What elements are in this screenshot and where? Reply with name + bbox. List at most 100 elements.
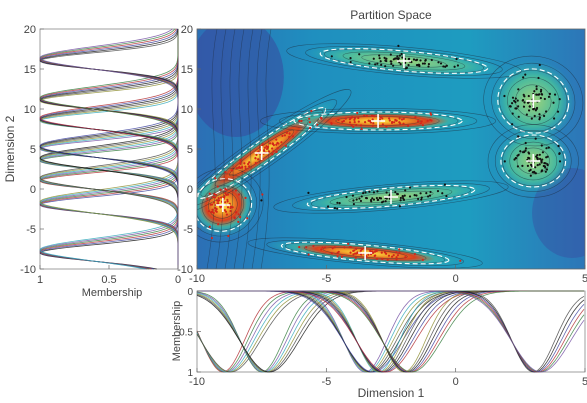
data-point [419,122,422,125]
data-point [330,122,333,125]
data-point [400,52,403,56]
data-point [381,123,384,126]
data-point [525,113,528,116]
data-point [399,199,402,202]
data-point [215,199,218,202]
data-point [373,115,376,118]
data-point [308,121,311,124]
data-point [364,191,367,194]
data-point [341,120,344,123]
data-point [343,246,346,249]
data-point [392,254,395,257]
data-point [553,93,557,96]
data-point [533,114,536,118]
contour-line [242,29,254,269]
data-point [217,223,220,226]
data-point [271,142,274,145]
data-point [237,213,240,216]
data-point [244,167,247,170]
data-point [528,109,531,112]
data-point [237,166,240,169]
data-point [534,137,537,140]
data-point [395,192,399,196]
data-point [247,162,250,166]
data-point [336,207,339,210]
data-point [430,119,433,122]
data-point [239,158,242,162]
centroid-marker [358,246,373,260]
data-point [544,170,547,173]
data-point [540,144,543,147]
data-point [402,117,405,120]
data-point [455,57,458,61]
data-point [214,193,218,197]
data-point [360,195,363,198]
data-point [529,174,532,177]
contour-line [285,242,446,264]
data-point [356,251,359,254]
data-point [413,194,416,197]
data-point [382,200,385,203]
cluster-points [503,135,562,177]
data-point [237,220,240,223]
contour-line [197,167,264,243]
data-point [390,255,394,258]
data-point [347,242,350,245]
data-point [331,247,334,250]
data-point [387,254,391,257]
x-tick-label: 0 [453,273,459,285]
data-point [395,251,398,254]
data-point [370,200,373,203]
data-point [330,55,333,58]
cluster-contours [247,237,483,269]
data-point [524,149,527,152]
data-point [353,121,356,124]
data-point [419,192,422,195]
data-point [367,253,370,256]
data-point [348,121,352,124]
data-point [545,147,548,150]
data-point [401,195,404,198]
data-point [388,119,391,122]
data-point [528,105,531,108]
data-point [271,153,274,156]
data-point [540,88,543,91]
data-point [211,208,214,211]
data-point [257,158,260,161]
data-point [320,248,323,251]
contour-line [487,124,579,198]
data-point [394,191,397,194]
data-point [547,146,550,149]
data-point [354,252,357,255]
data-point [312,244,315,248]
data-point [353,249,356,252]
data-point [533,107,536,110]
data-point [260,199,263,202]
data-point [401,56,404,59]
cluster-contours [273,180,509,214]
data-point [524,147,528,150]
data-point [429,190,432,194]
data-point [453,65,456,68]
data-point [352,125,355,128]
data-point [272,150,275,153]
data-point [398,121,401,124]
contour-line [305,46,503,76]
data-point [243,162,246,165]
data-point [307,191,310,194]
data-point [219,206,222,209]
data-point [234,211,238,214]
data-point [239,162,242,165]
data-point [298,119,301,123]
data-point [514,101,517,104]
data-point [396,254,400,257]
data-point [373,254,376,258]
data-point [345,195,348,199]
data-point [348,245,351,249]
data-point [385,57,388,60]
data-point [538,93,541,96]
y-tick-label: 5 [187,144,193,156]
data-point [516,99,519,102]
data-point [240,166,243,169]
data-point [514,157,518,160]
